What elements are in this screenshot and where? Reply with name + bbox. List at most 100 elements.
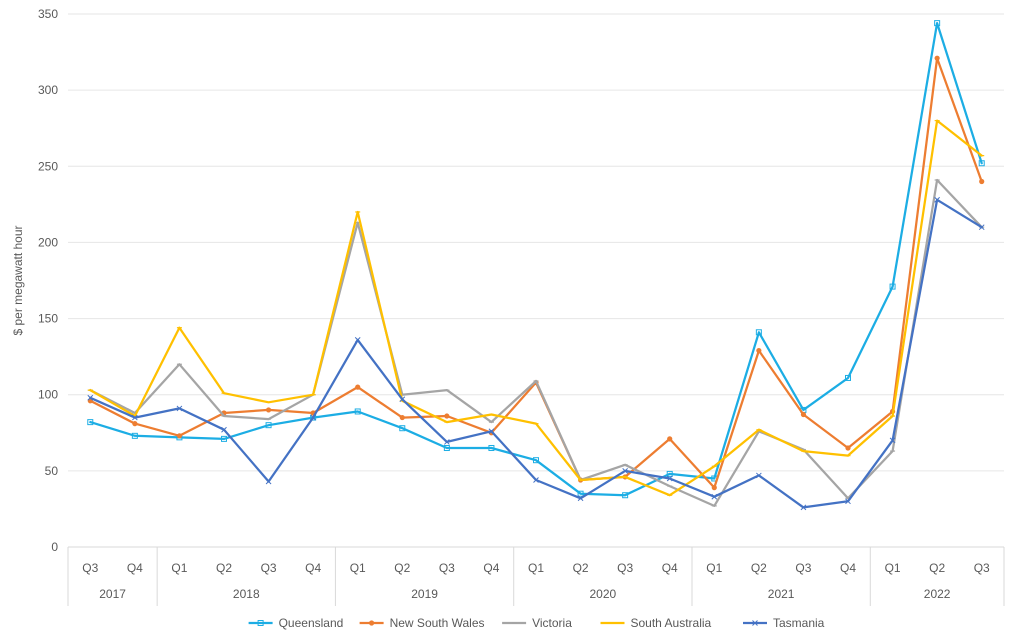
x-tick-label: Q2 — [929, 561, 945, 575]
data-point — [265, 478, 272, 485]
x-tick-label: Q4 — [483, 561, 499, 575]
y-axis-label: $ per megawatt hour — [11, 225, 25, 335]
legend-label: Victoria — [532, 616, 572, 630]
x-tick-label: Q4 — [305, 561, 321, 575]
data-point — [87, 394, 94, 401]
legend-item: Victoria — [502, 616, 572, 630]
series-queensland — [87, 20, 985, 499]
x-year-label: 2020 — [590, 587, 617, 601]
data-point — [533, 457, 539, 464]
x-year-label: 2022 — [924, 587, 951, 601]
y-tick-label: 0 — [51, 540, 58, 554]
data-point — [934, 20, 941, 27]
gridlines — [68, 13, 1004, 472]
data-point — [711, 493, 718, 500]
data-point — [399, 414, 405, 421]
data-point — [622, 468, 628, 474]
data-point — [354, 408, 361, 415]
x-tick-label: Q1 — [171, 561, 187, 575]
data-point — [845, 445, 851, 451]
y-tick-label: 150 — [38, 312, 58, 326]
data-point — [132, 421, 138, 427]
data-point — [978, 160, 985, 167]
data-point — [622, 492, 629, 499]
x-tick-label: Q1 — [706, 561, 722, 575]
y-tick-label: 100 — [38, 388, 58, 402]
data-point — [265, 407, 272, 413]
data-point — [889, 437, 896, 444]
x-tick-label: Q4 — [840, 561, 856, 575]
legend-label: Queensland — [279, 616, 344, 630]
x-tick-label: Q3 — [974, 561, 990, 575]
x-year-label: 2021 — [768, 587, 795, 601]
y-tick-label: 300 — [38, 83, 58, 97]
data-point — [443, 445, 450, 452]
data-point — [368, 620, 375, 626]
data-point — [488, 445, 495, 452]
x-tick-label: Q1 — [350, 561, 366, 575]
data-point — [711, 485, 717, 491]
y-tick-label: 200 — [38, 235, 58, 249]
series-line — [89, 21, 983, 497]
legend-label: South Australia — [631, 616, 712, 630]
data-point — [399, 425, 406, 432]
legend-item: New South Wales — [359, 616, 485, 630]
data-point — [979, 178, 985, 185]
data-point — [257, 620, 264, 626]
data-point — [666, 475, 673, 482]
x-tick-label: Q2 — [216, 561, 232, 575]
data-point — [221, 435, 227, 442]
data-point — [132, 414, 138, 421]
x-axis: Q3 Q4 Q1 Q2 Q3 Q4 Q1 Q2 Q3 Q4 Q1 Q2 Q3 Q4 Q1 Q2 Q3 Q4 Q1 Q2… — [67, 546, 1005, 606]
data-point — [978, 224, 985, 231]
x-tick-label: Q2 — [394, 561, 410, 575]
x-year-label: 2019 — [411, 587, 438, 601]
data-point — [667, 436, 673, 442]
data-point — [934, 196, 940, 203]
data-point — [87, 419, 94, 426]
data-point — [221, 426, 227, 433]
data-point — [488, 428, 495, 435]
series-tasmania — [87, 196, 985, 511]
y-tick-label: 50 — [45, 464, 59, 478]
x-tick-label: Q3 — [261, 561, 277, 575]
x-tick-label: Q2 — [573, 561, 589, 575]
y-tick-label: 350 — [38, 7, 58, 21]
data-point — [845, 374, 851, 381]
x-tick-label: Q2 — [751, 561, 767, 575]
data-point — [355, 384, 361, 390]
data-point — [533, 477, 539, 483]
data-point — [310, 414, 316, 421]
data-point — [666, 470, 673, 477]
x-tick-label: Q3 — [82, 561, 98, 575]
data-point — [845, 498, 851, 505]
data-point — [444, 439, 450, 445]
x-tick-label: Q3 — [617, 561, 633, 575]
data-point — [752, 620, 758, 626]
x-tick-label: Q1 — [528, 561, 544, 575]
x-year-label: 2018 — [233, 587, 260, 601]
series-line — [89, 178, 983, 508]
data-point — [176, 405, 183, 412]
legend-item: Queensland — [248, 616, 344, 630]
y-tick-label: 250 — [38, 159, 58, 173]
legend-item: South Australia — [600, 616, 712, 630]
data-point — [265, 422, 272, 429]
legend-label: New South Wales — [390, 616, 485, 630]
legend: Queensland New South Wales Victoria South A… — [248, 616, 825, 630]
series-victoria — [87, 178, 985, 508]
data-point — [756, 472, 762, 479]
x-year-label: 2017 — [99, 587, 126, 601]
x-tick-label: Q4 — [662, 561, 678, 575]
data-point — [800, 411, 807, 418]
x-tick-label: Q1 — [885, 561, 901, 575]
legend-label: Tasmania — [773, 616, 825, 630]
x-tick-label: Q4 — [127, 561, 143, 575]
data-point — [354, 337, 361, 343]
data-point — [756, 347, 762, 354]
series-lines — [87, 20, 985, 511]
data-point — [176, 433, 183, 439]
data-point — [399, 396, 406, 403]
data-point — [800, 504, 807, 511]
